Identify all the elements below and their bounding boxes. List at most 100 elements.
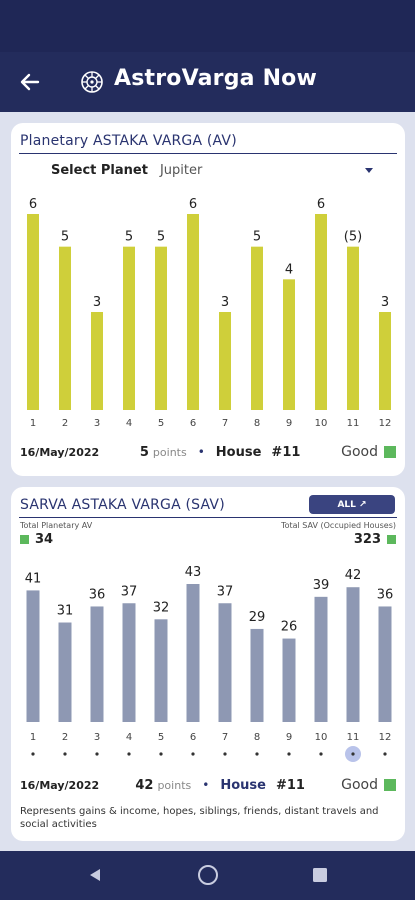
av-bar-7[interactable] bbox=[219, 312, 231, 410]
sav-bar-7[interactable] bbox=[218, 603, 232, 722]
av-card: Planetary ASTAKA VARGA (AV) Select Plane… bbox=[11, 123, 405, 476]
sav-card-title: SARVA ASTAKA VARGA (SAV) bbox=[20, 497, 225, 513]
sav-bar-12[interactable] bbox=[378, 606, 392, 722]
total-sav-value: 323 bbox=[353, 532, 381, 547]
av-bar-6[interactable] bbox=[187, 214, 199, 410]
house-dot[interactable] bbox=[127, 752, 131, 756]
house-description: Represents gains & income, hopes, siblin… bbox=[20, 806, 379, 830]
av-house-value: #11 bbox=[271, 444, 301, 460]
av-bar-2[interactable] bbox=[59, 246, 71, 410]
sav-house-tick: 8 bbox=[254, 732, 260, 743]
dropdown-arrow-icon[interactable] bbox=[364, 168, 373, 173]
av-bar-11[interactable] bbox=[347, 246, 359, 410]
av-bar-8[interactable] bbox=[251, 246, 263, 410]
house-dot[interactable] bbox=[319, 752, 323, 756]
av-value-label: 3 bbox=[221, 295, 229, 310]
av-house-tick: 8 bbox=[254, 418, 260, 429]
recents-icon bbox=[313, 868, 327, 882]
av-house-tick: 11 bbox=[347, 418, 360, 429]
sav-card: SARVA ASTAKA VARGA (SAV) ALL ↗ Total Pla… bbox=[11, 487, 405, 841]
av-value-label: 6 bbox=[29, 197, 37, 212]
av-points: 5 points • House #11 bbox=[140, 445, 301, 460]
select-planet-label: Select Planet bbox=[51, 163, 148, 178]
av-house-tick: 6 bbox=[190, 418, 196, 429]
av-house-tick: 1 bbox=[30, 418, 36, 429]
sav-bar-5[interactable] bbox=[154, 619, 168, 722]
good-status-square bbox=[20, 535, 29, 544]
house-dot[interactable] bbox=[63, 752, 67, 756]
sav-house-label: House bbox=[220, 777, 266, 793]
av-value-label: 5 bbox=[61, 230, 69, 245]
sav-status: Good bbox=[341, 777, 396, 793]
all-button[interactable]: ALL ↗ bbox=[309, 495, 395, 514]
house-dot[interactable] bbox=[383, 752, 387, 756]
av-bar-1[interactable] bbox=[27, 214, 39, 410]
house-dot[interactable] bbox=[159, 752, 163, 756]
house-dot[interactable] bbox=[31, 752, 35, 756]
av-house-tick: 12 bbox=[379, 418, 392, 429]
back-button[interactable] bbox=[16, 68, 44, 96]
sav-house-tick: 7 bbox=[222, 732, 228, 743]
total-planetary-label: Total Planetary AV bbox=[20, 521, 93, 530]
av-value-label: 6 bbox=[189, 197, 197, 212]
sav-bar-2[interactable] bbox=[58, 622, 72, 722]
sav-points-label: points bbox=[157, 778, 192, 792]
house-dot[interactable] bbox=[351, 752, 355, 756]
av-bar-5[interactable] bbox=[155, 246, 167, 410]
sav-title-divider bbox=[19, 517, 397, 518]
sav-house-tick: 12 bbox=[379, 732, 392, 743]
sav-bar-chart: 41 1 31 2 36 3 37 4 32 5 43 6 37 7 29 8 26 9 39 10 42 11 36 12 bbox=[25, 565, 393, 762]
status-bar bbox=[0, 0, 415, 52]
good-status-square bbox=[387, 535, 396, 544]
av-bar-3[interactable] bbox=[91, 312, 103, 410]
sav-value-label: 32 bbox=[153, 600, 170, 615]
av-value-label: 3 bbox=[381, 295, 389, 310]
nav-back-button[interactable] bbox=[83, 863, 107, 887]
sav-status-text: Good bbox=[341, 777, 378, 793]
house-dot[interactable] bbox=[191, 752, 195, 756]
av-bar-12[interactable] bbox=[379, 312, 391, 410]
sav-bar-4[interactable] bbox=[122, 603, 136, 722]
av-value-label: 4 bbox=[285, 262, 293, 277]
separator-dot: • bbox=[202, 777, 210, 792]
total-planetary-value: 34 bbox=[35, 532, 54, 547]
house-dot[interactable] bbox=[223, 752, 227, 756]
av-house-tick: 4 bbox=[126, 418, 132, 429]
av-bar-9[interactable] bbox=[283, 279, 295, 410]
home-icon bbox=[198, 865, 218, 885]
house-dot[interactable] bbox=[287, 752, 291, 756]
av-bar-chart: 6 1 5 2 3 3 5 4 5 5 6 6 3 7 5 8 4 9 6 10 (5) 11 3 12 bbox=[27, 197, 392, 429]
av-bar-10[interactable] bbox=[315, 214, 327, 410]
sav-bar-9[interactable] bbox=[282, 638, 296, 722]
planet-select[interactable]: Select Planet Jupiter bbox=[51, 163, 373, 178]
sav-bar-6[interactable] bbox=[186, 584, 200, 722]
house-dot[interactable] bbox=[95, 752, 99, 756]
system-nav-bar bbox=[0, 851, 415, 900]
av-value-label: 5 bbox=[125, 230, 133, 245]
av-value-label: 3 bbox=[93, 295, 101, 310]
separator-dot: • bbox=[197, 444, 205, 459]
sav-house-tick: 11 bbox=[347, 732, 360, 743]
house-dot[interactable] bbox=[255, 752, 259, 756]
av-footer: 16/May/2022 5 points • House #11 Good bbox=[20, 444, 396, 460]
sav-bar-8[interactable] bbox=[250, 628, 264, 722]
sav-value-label: 43 bbox=[185, 565, 202, 580]
sav-house-tick: 4 bbox=[126, 732, 132, 743]
app-logo-icon bbox=[81, 71, 103, 93]
av-status-text: Good bbox=[341, 444, 378, 460]
sav-value-label: 37 bbox=[217, 584, 234, 599]
nav-recents-button[interactable] bbox=[308, 863, 332, 887]
av-bar-4[interactable] bbox=[123, 246, 135, 410]
av-card-title: Planetary ASTAKA VARGA (AV) bbox=[20, 133, 237, 149]
sav-value-label: 26 bbox=[281, 620, 298, 635]
sav-house-tick: 1 bbox=[30, 732, 36, 743]
sav-bar-10[interactable] bbox=[314, 596, 328, 722]
sav-bar-11[interactable] bbox=[346, 587, 360, 722]
total-sav-label: Total SAV (Occupied Houses) bbox=[281, 521, 396, 530]
back-arrow-icon bbox=[20, 73, 40, 91]
selected-planet-value[interactable]: Jupiter bbox=[159, 163, 203, 178]
sav-bar-1[interactable] bbox=[26, 590, 40, 722]
sav-house-tick: 6 bbox=[190, 732, 196, 743]
sav-bar-3[interactable] bbox=[90, 606, 104, 722]
nav-home-button[interactable] bbox=[196, 863, 220, 887]
